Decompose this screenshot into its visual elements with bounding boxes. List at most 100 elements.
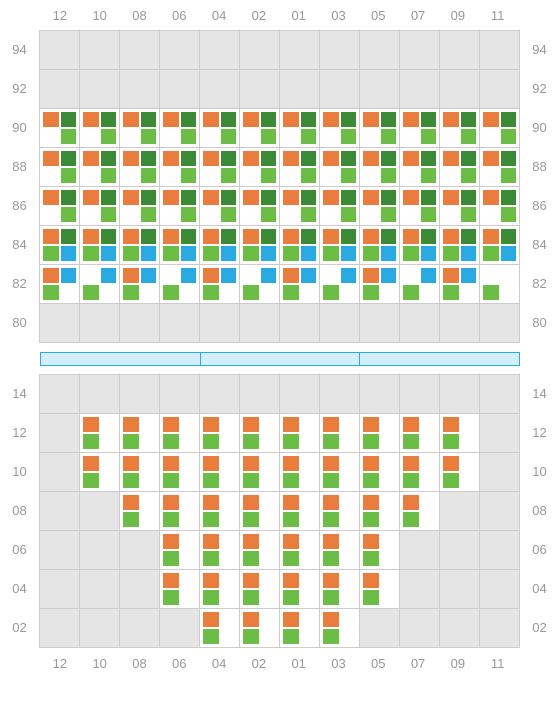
rack-cell[interactable] (120, 187, 160, 226)
rack-cell[interactable] (400, 226, 440, 265)
rack-cell[interactable] (200, 453, 240, 492)
rack-cell[interactable] (400, 187, 440, 226)
rack-cell[interactable] (120, 109, 160, 148)
rack-cell[interactable] (40, 109, 80, 148)
rack-cell[interactable] (200, 109, 240, 148)
rack-cell[interactable] (280, 453, 320, 492)
rack-cell[interactable] (200, 609, 240, 648)
rack-cell[interactable] (200, 187, 240, 226)
rack-cell[interactable] (480, 187, 520, 226)
rack-cell[interactable] (200, 265, 240, 304)
rack-cell[interactable] (80, 414, 120, 453)
rack-cell[interactable] (400, 492, 440, 531)
rack-cell[interactable] (280, 187, 320, 226)
rack-cell[interactable] (280, 148, 320, 187)
rack-cell[interactable] (480, 109, 520, 148)
rack-cell[interactable] (280, 226, 320, 265)
rack-cell[interactable] (320, 226, 360, 265)
rack-cell[interactable] (80, 226, 120, 265)
rack-cell[interactable] (160, 492, 200, 531)
rack-cell[interactable] (160, 148, 200, 187)
rack-cell[interactable] (200, 492, 240, 531)
rack-cell[interactable] (160, 226, 200, 265)
rack-cell[interactable] (360, 109, 400, 148)
rack-cell[interactable] (440, 414, 480, 453)
rack-cell[interactable] (280, 109, 320, 148)
rack-cell[interactable] (360, 453, 400, 492)
rack-cell[interactable] (80, 265, 120, 304)
rack-cell[interactable] (160, 414, 200, 453)
rack-cell[interactable] (360, 226, 400, 265)
rack-cell[interactable] (440, 265, 480, 304)
rack-cell[interactable] (240, 226, 280, 265)
rack-cell[interactable] (400, 109, 440, 148)
rack-cell[interactable] (320, 187, 360, 226)
rack-cell[interactable] (480, 265, 520, 304)
rack-cell[interactable] (400, 414, 440, 453)
rack-cell[interactable] (40, 265, 80, 304)
rack-cell[interactable] (240, 148, 280, 187)
rack-cell[interactable] (280, 492, 320, 531)
rack-cell[interactable] (240, 109, 280, 148)
rack-cell[interactable] (320, 531, 360, 570)
rack-cell[interactable] (80, 109, 120, 148)
rack-cell[interactable] (320, 492, 360, 531)
rack-cell[interactable] (240, 414, 280, 453)
rack-cell[interactable] (440, 453, 480, 492)
rack-cell[interactable] (120, 226, 160, 265)
rack-cell[interactable] (200, 570, 240, 609)
rack-cell[interactable] (120, 148, 160, 187)
rack-cell[interactable] (240, 609, 280, 648)
rack-cell[interactable] (80, 453, 120, 492)
rack-cell[interactable] (480, 148, 520, 187)
rack-cell[interactable] (80, 148, 120, 187)
rack-cell[interactable] (320, 148, 360, 187)
rack-cell[interactable] (40, 187, 80, 226)
rack-cell[interactable] (40, 148, 80, 187)
rack-cell[interactable] (360, 414, 400, 453)
rack-cell[interactable] (400, 148, 440, 187)
rack-cell[interactable] (320, 109, 360, 148)
rack-cell[interactable] (240, 492, 280, 531)
rack-cell[interactable] (280, 265, 320, 304)
rack-cell[interactable] (160, 531, 200, 570)
rack-cell[interactable] (240, 187, 280, 226)
rack-cell[interactable] (200, 531, 240, 570)
rack-cell[interactable] (40, 226, 80, 265)
rack-cell[interactable] (320, 265, 360, 304)
rack-cell[interactable] (280, 414, 320, 453)
rack-cell[interactable] (400, 453, 440, 492)
rack-cell[interactable] (120, 453, 160, 492)
rack-cell[interactable] (360, 570, 400, 609)
rack-cell[interactable] (320, 414, 360, 453)
rack-cell[interactable] (120, 492, 160, 531)
rack-cell[interactable] (440, 109, 480, 148)
rack-cell[interactable] (280, 570, 320, 609)
rack-cell[interactable] (440, 148, 480, 187)
rack-cell[interactable] (320, 570, 360, 609)
rack-cell[interactable] (360, 531, 400, 570)
rack-cell[interactable] (120, 414, 160, 453)
rack-cell[interactable] (280, 531, 320, 570)
rack-cell[interactable] (360, 187, 400, 226)
rack-cell[interactable] (280, 609, 320, 648)
rack-cell[interactable] (240, 453, 280, 492)
rack-cell[interactable] (240, 265, 280, 304)
rack-cell[interactable] (240, 531, 280, 570)
rack-cell[interactable] (160, 109, 200, 148)
rack-cell[interactable] (160, 453, 200, 492)
rack-cell[interactable] (360, 492, 400, 531)
rack-cell[interactable] (160, 265, 200, 304)
rack-cell[interactable] (480, 226, 520, 265)
rack-cell[interactable] (440, 226, 480, 265)
rack-cell[interactable] (120, 265, 160, 304)
rack-cell[interactable] (160, 570, 200, 609)
rack-cell[interactable] (440, 187, 480, 226)
rack-cell[interactable] (360, 148, 400, 187)
rack-cell[interactable] (240, 570, 280, 609)
rack-cell[interactable] (320, 609, 360, 648)
rack-cell[interactable] (400, 265, 440, 304)
rack-cell[interactable] (360, 265, 400, 304)
rack-cell[interactable] (320, 453, 360, 492)
rack-cell[interactable] (200, 148, 240, 187)
